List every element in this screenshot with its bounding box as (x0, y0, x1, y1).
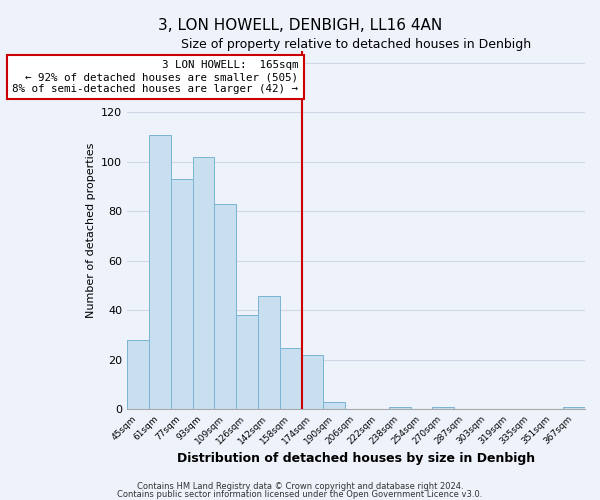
Text: 3, LON HOWELL, DENBIGH, LL16 4AN: 3, LON HOWELL, DENBIGH, LL16 4AN (158, 18, 442, 32)
Bar (236, 316, 258, 410)
Bar (149, 134, 171, 409)
Bar (280, 348, 302, 410)
Bar (127, 340, 149, 409)
Bar (258, 296, 280, 410)
Y-axis label: Number of detached properties: Number of detached properties (86, 142, 95, 318)
Bar (302, 355, 323, 410)
Text: Contains public sector information licensed under the Open Government Licence v3: Contains public sector information licen… (118, 490, 482, 499)
Bar (433, 407, 454, 410)
Text: 3 LON HOWELL:  165sqm
← 92% of detached houses are smaller (505)
8% of semi-deta: 3 LON HOWELL: 165sqm ← 92% of detached h… (13, 60, 298, 94)
Bar (214, 204, 236, 410)
Bar (171, 179, 193, 410)
Text: Contains HM Land Registry data © Crown copyright and database right 2024.: Contains HM Land Registry data © Crown c… (137, 482, 463, 491)
Bar (323, 402, 345, 409)
Bar (389, 407, 410, 410)
Title: Size of property relative to detached houses in Denbigh: Size of property relative to detached ho… (181, 38, 531, 51)
X-axis label: Distribution of detached houses by size in Denbigh: Distribution of detached houses by size … (177, 452, 535, 465)
Bar (563, 407, 585, 410)
Bar (193, 157, 214, 409)
